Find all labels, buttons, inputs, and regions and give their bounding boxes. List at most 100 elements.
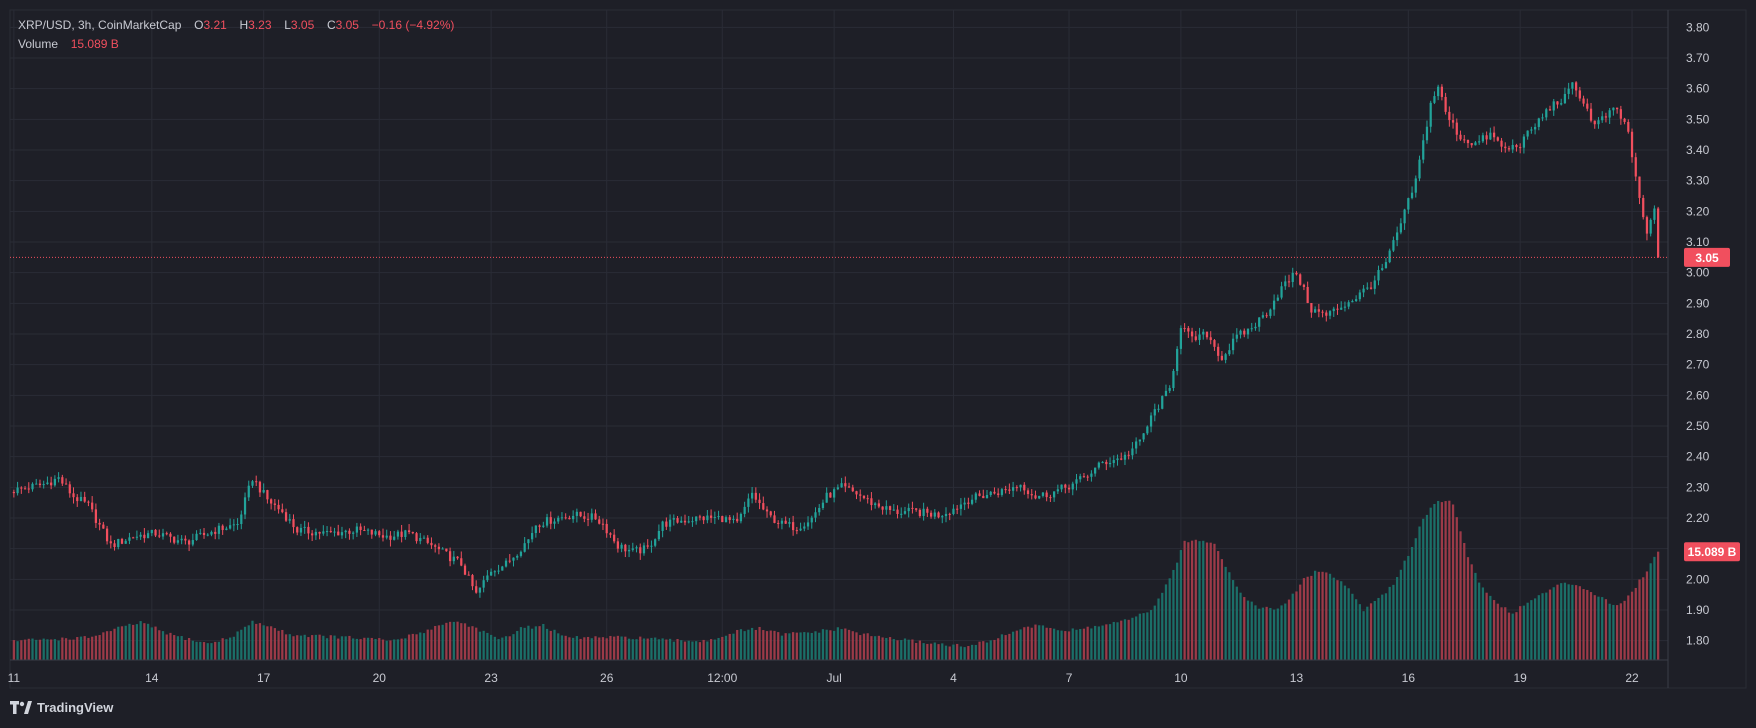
candle-body [288,519,291,521]
candle-body [1492,132,1496,138]
tradingview-brand[interactable]: TradingView [10,700,113,715]
candle-body [318,531,321,534]
volume-bar [165,634,168,660]
volume-bar [1209,542,1212,660]
candle-body [333,531,336,533]
volume-bar [948,646,951,660]
volume-bar [1601,597,1604,660]
candle-body [516,555,519,558]
candle-body [180,538,183,541]
candle-body [721,516,724,523]
volume-bar [881,637,884,660]
volume-bar [1657,551,1660,660]
candle-body [1015,487,1018,489]
candle-body [631,548,634,550]
candle-body [836,487,839,490]
candle-body [1220,355,1224,360]
candle-body [650,545,653,547]
volume-bar [176,636,180,660]
price-axis[interactable]: 3.80 3.70 3.60 3.50 3.40 3.30 3.20 3.10 3.00 2.90… [1686,20,1710,647]
candle-body [627,549,631,552]
volume-bar [258,623,262,660]
volume-bar [1623,600,1626,660]
volume-bar [1396,577,1399,660]
candle-body [609,533,612,535]
volume-bar [892,639,895,660]
volume-bar [1280,605,1283,660]
candle-body [959,504,963,509]
candle-body [1213,340,1216,347]
candle-body [1519,147,1522,149]
volume-bar [523,627,526,660]
volume-bar [1433,503,1436,660]
candle-body [1258,317,1261,327]
volume-bar [993,639,996,660]
candle-body [534,525,537,534]
candle-body [810,517,813,523]
candle-body [1149,415,1153,427]
candle-body [1489,132,1492,140]
volume-bar [806,632,810,660]
candle-body [385,535,388,538]
volume-bar [1153,605,1156,660]
candle-body [829,492,832,498]
volume-bar [1049,627,1052,660]
candle-body [1056,489,1059,492]
candle-body [594,513,597,520]
volume-bar [1228,572,1231,660]
candle-body [102,524,105,529]
candle-body [691,521,694,523]
candle-body [523,543,526,552]
volume-bar [877,635,880,660]
volume-bar [53,639,56,660]
candle-body [1041,492,1045,496]
candle-body [1548,109,1552,111]
volume-bar [31,638,34,660]
candle-body [471,575,474,587]
candle-body [460,558,463,566]
candle-body [381,535,385,538]
time-axis[interactable]: 11 14 17 20 23 26 12:00 Jul 4 7 10 13 16 19 22 [8,671,1639,685]
price-tick-label: 3.70 [1686,51,1710,65]
volume-bar [1642,577,1645,660]
volume-bar [1321,571,1324,660]
candle-body [214,531,217,534]
candle-body [448,551,452,562]
price-tick-label: 2.50 [1686,419,1710,433]
volume-bar [1545,592,1548,660]
candle-body [1112,460,1115,463]
candle-body [844,483,847,487]
volume-bar [1075,629,1078,660]
candle-body [266,490,269,500]
volume-bar [1515,612,1518,660]
candle-body [1448,111,1451,121]
candle-body [161,533,165,537]
candle-body [1396,232,1399,241]
volume-bar [471,626,474,660]
volume-bar [161,631,165,660]
candle-body [1198,334,1201,340]
symbol-title[interactable]: XRP/USD, 3h, CoinMarketCap [18,18,182,32]
volume-bar [572,637,575,660]
candle-body [61,477,64,484]
volume-bar [1067,631,1071,660]
volume-bar [422,633,426,660]
candle-body [799,528,802,531]
volume-bar [1198,541,1201,660]
volume-bar [184,639,187,660]
candle-body [1246,328,1250,335]
candle-body [1082,476,1086,478]
candle-body [1474,142,1477,146]
price-candles [12,81,1660,598]
candle-body [191,540,194,545]
candle-body [255,481,258,483]
volume-bar [20,640,23,660]
candle-body [1470,143,1473,146]
candle-body [1284,281,1287,287]
volume-bar [691,641,694,660]
volume-bar [855,632,858,660]
volume-label[interactable]: Volume [18,37,59,51]
candle-body [1340,307,1343,310]
volume-bar [1142,613,1145,660]
